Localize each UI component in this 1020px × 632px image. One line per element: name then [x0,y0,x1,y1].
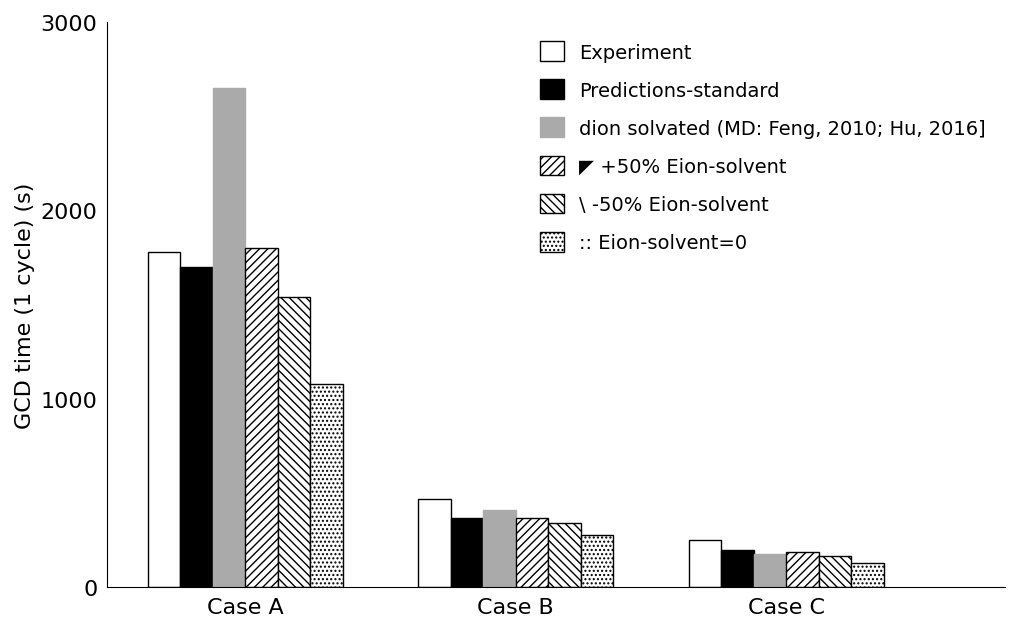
Bar [148,252,181,587]
Bar [181,267,212,587]
Y-axis label: GCD time (1 cycle) (s): GCD time (1 cycle) (s) [15,182,35,428]
Bar [721,550,754,587]
Bar [277,298,310,587]
Bar [212,89,245,587]
Bar [818,556,851,587]
Bar [548,523,580,587]
Bar [310,384,343,587]
Bar [754,554,786,587]
Bar [483,510,515,587]
Bar [851,563,883,587]
Legend: Experiment, Predictions-standard, dion solvated (MD: Feng, 2010; Hu, 2016], ◤ +5: Experiment, Predictions-standard, dion s… [530,33,996,262]
Bar [786,552,818,587]
Bar [451,518,483,587]
Bar [580,535,613,587]
Bar [245,249,277,587]
Bar [688,540,721,587]
Bar [418,499,451,587]
Bar [515,518,548,587]
